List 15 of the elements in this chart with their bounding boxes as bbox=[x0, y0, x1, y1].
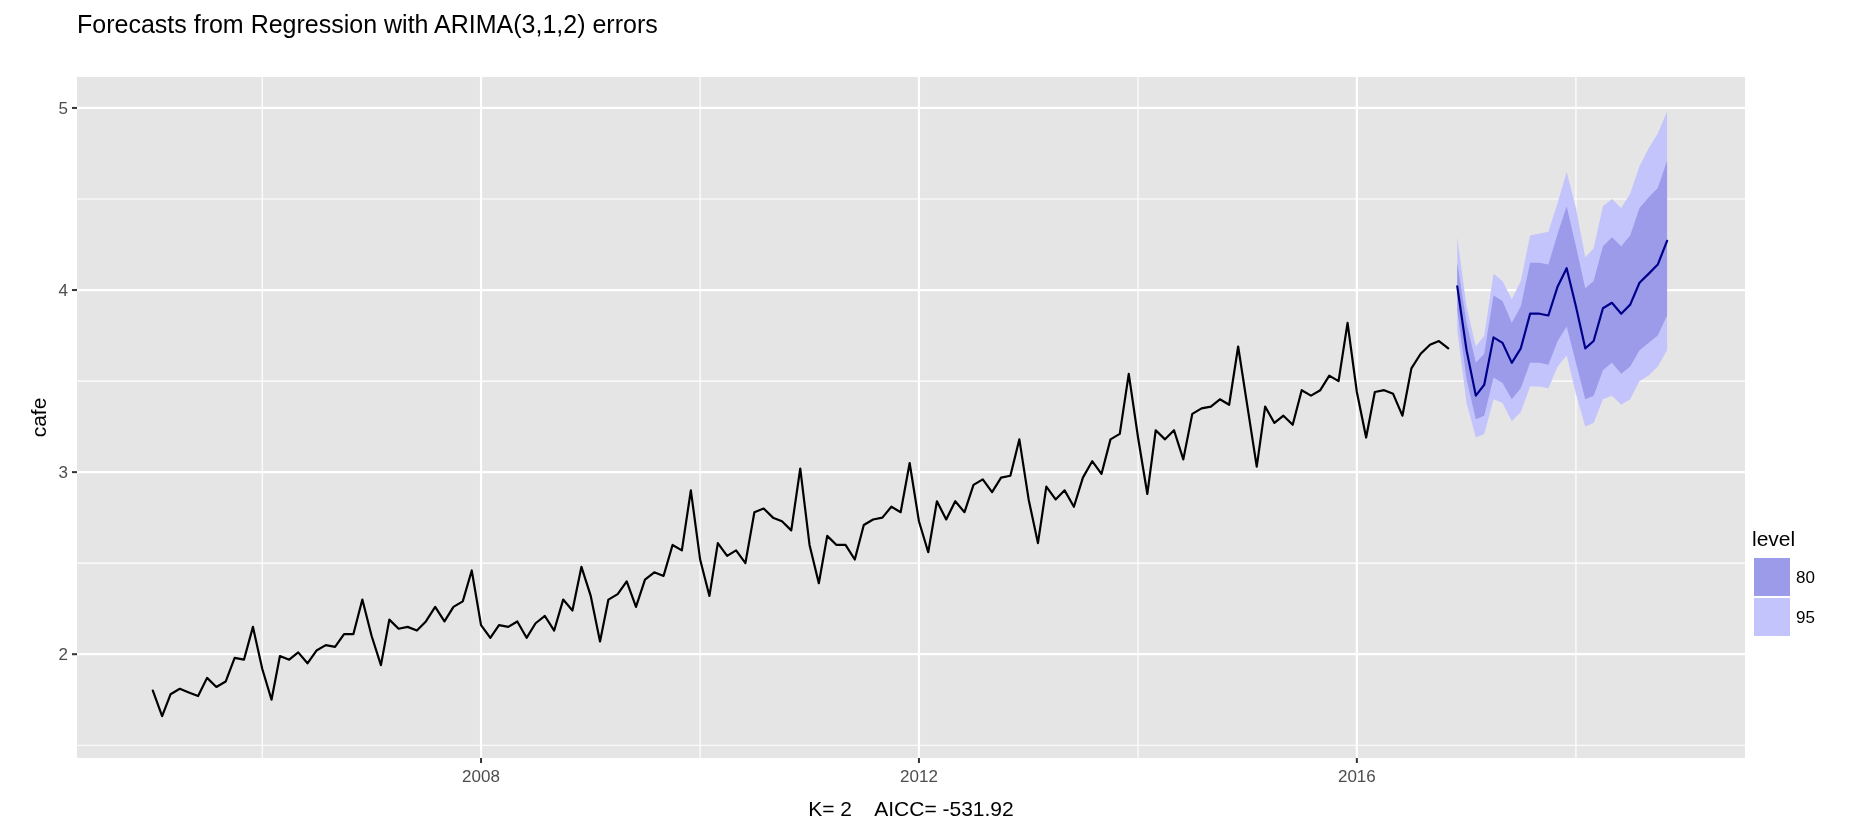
x-tick-label: 2012 bbox=[900, 767, 938, 786]
line-series bbox=[1456, 239, 1669, 397]
legend-label: 80 bbox=[1796, 567, 1815, 587]
x-tick-label: 2016 bbox=[1337, 767, 1376, 786]
line-series bbox=[151, 321, 1450, 718]
y-tick-label: 4 bbox=[58, 280, 68, 300]
y-tick-label: 5 bbox=[58, 98, 68, 118]
chart-title: Forecasts from Regression with ARIMA(3,1,2) errors bbox=[77, 10, 658, 38]
x-tick-label: 2008 bbox=[462, 767, 500, 786]
y-tick-label: 3 bbox=[58, 463, 68, 483]
y-axis-title: cafe bbox=[27, 397, 50, 438]
y-tick-label: 2 bbox=[58, 645, 68, 665]
legend-label: 95 bbox=[1796, 607, 1815, 627]
legend-title: level bbox=[1752, 527, 1796, 550]
x-axis-title: K= 2 AICC= -531.92 bbox=[808, 797, 1014, 820]
